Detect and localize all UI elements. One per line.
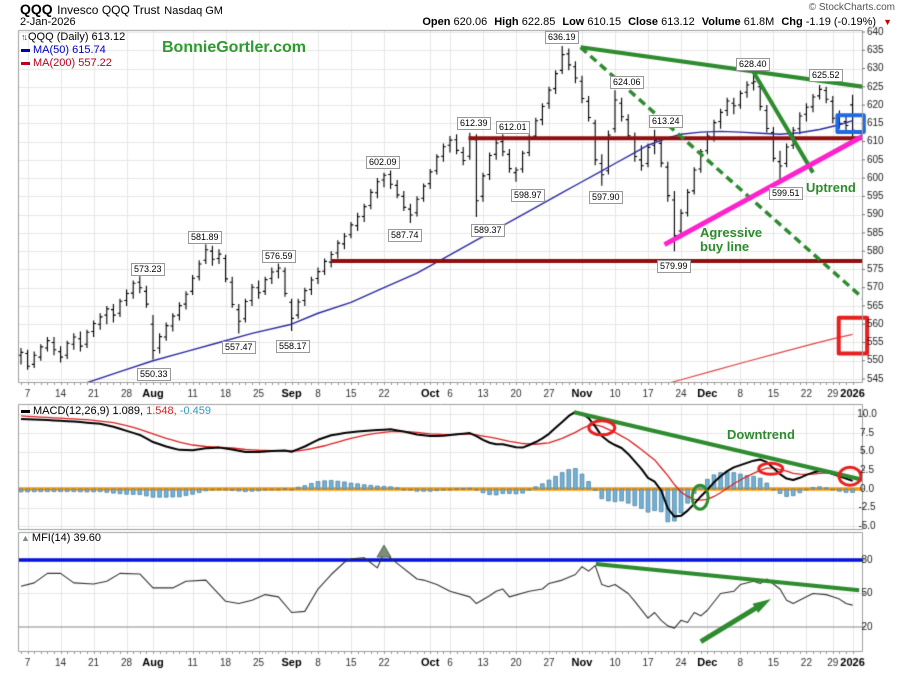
ticker-symbol: QQQ	[20, 1, 53, 17]
price-callout: 587.74	[388, 229, 422, 242]
chg-down-arrow-icon: ▼	[883, 17, 892, 27]
price-callout: 625.52	[809, 69, 843, 82]
quote-label: Volume	[701, 16, 744, 28]
quote-label: Low	[562, 16, 588, 28]
price-callout: 579.99	[657, 260, 691, 273]
price-callout: 613.24	[649, 115, 683, 128]
aggressive-buy-line-label: Agressive buy line	[700, 225, 763, 254]
mfi-mountain-icon: ▲	[21, 533, 30, 543]
macd-legend: MACD(12,26,9) 1.089, 1.548, -0.459	[21, 405, 211, 418]
ma50-swatch-icon	[21, 48, 30, 52]
chart-date: 2-Jan-2026	[20, 16, 76, 28]
updown-arrows-icon: ↑↓	[21, 32, 28, 42]
price-callout: 624.06	[610, 76, 644, 89]
quote-value: 620.06	[453, 16, 488, 28]
quote-label: High	[494, 16, 522, 28]
macd-downtrend-label: Downtrend	[727, 427, 795, 442]
header-title: QQQ Invesco QQQ Trust Nasdaq GM	[20, 1, 223, 19]
price-callout: 598.97	[511, 189, 545, 202]
price-callout: 602.09	[366, 156, 400, 169]
fund-name: Invesco QQQ Trust	[57, 3, 160, 17]
watermark-link[interactable]: BonnieGortler.com	[162, 39, 307, 56]
macd-legend-main: MACD(12,26,9) 1.089,	[33, 405, 144, 417]
quote-label: Close	[628, 16, 662, 28]
quote-value: -1.19 (-0.19%)	[805, 16, 877, 28]
quote-value: 622.85	[521, 16, 556, 28]
price-callout: 581.89	[188, 231, 222, 244]
macd-legend-signal: 1.548,	[146, 405, 177, 417]
price-callout: 589.37	[471, 224, 505, 237]
price-callout: 597.90	[589, 191, 623, 204]
price-callout: 558.17	[276, 340, 310, 353]
quote-value: 613.12	[661, 16, 695, 28]
exchange-name: Nasdaq GM	[164, 5, 223, 17]
quote-label: Open	[422, 16, 454, 28]
macd-swatch-icon	[21, 409, 30, 413]
mfi-legend: ▲ MFI(14) 39.60	[21, 532, 101, 545]
price-callout: 612.01	[496, 121, 530, 134]
price-callout: 576.59	[262, 250, 296, 263]
copyright-text: © StockCharts.com	[808, 2, 895, 13]
price-callout: 573.23	[131, 263, 165, 276]
price-callout: 557.47	[222, 341, 256, 354]
price-legend-ma50: MA(50) 615.74	[21, 44, 125, 57]
quote-label: Chg	[781, 16, 806, 28]
price-legend: ↑↓ QQQ (Daily) 613.12 MA(50) 615.74 MA(20…	[21, 31, 125, 70]
price-callout: 636.19	[545, 31, 579, 44]
price-legend-text: QQQ (Daily) 613.12	[28, 31, 126, 43]
mfi-legend-text: MFI(14) 39.60	[31, 532, 102, 544]
price-callout: 599.51	[769, 187, 803, 200]
quote-summary: Open 620.06 High 622.85 Low 610.15 Close 61…	[422, 16, 892, 28]
price-callout: 628.40	[736, 58, 770, 71]
macd-legend-hist: -0.459	[179, 405, 211, 417]
quote-value: 610.15	[587, 16, 622, 28]
quote-value: 61.8M	[743, 16, 775, 28]
price-callout: 550.33	[137, 368, 171, 381]
uptrend-label: Uptrend	[806, 180, 856, 195]
ma200-swatch-icon	[21, 61, 30, 65]
price-callout: 612.39	[457, 117, 491, 130]
price-legend-ma200: MA(200) 557.22	[21, 57, 125, 70]
price-legend-symbol: ↑↓ QQQ (Daily) 613.12	[21, 31, 125, 44]
